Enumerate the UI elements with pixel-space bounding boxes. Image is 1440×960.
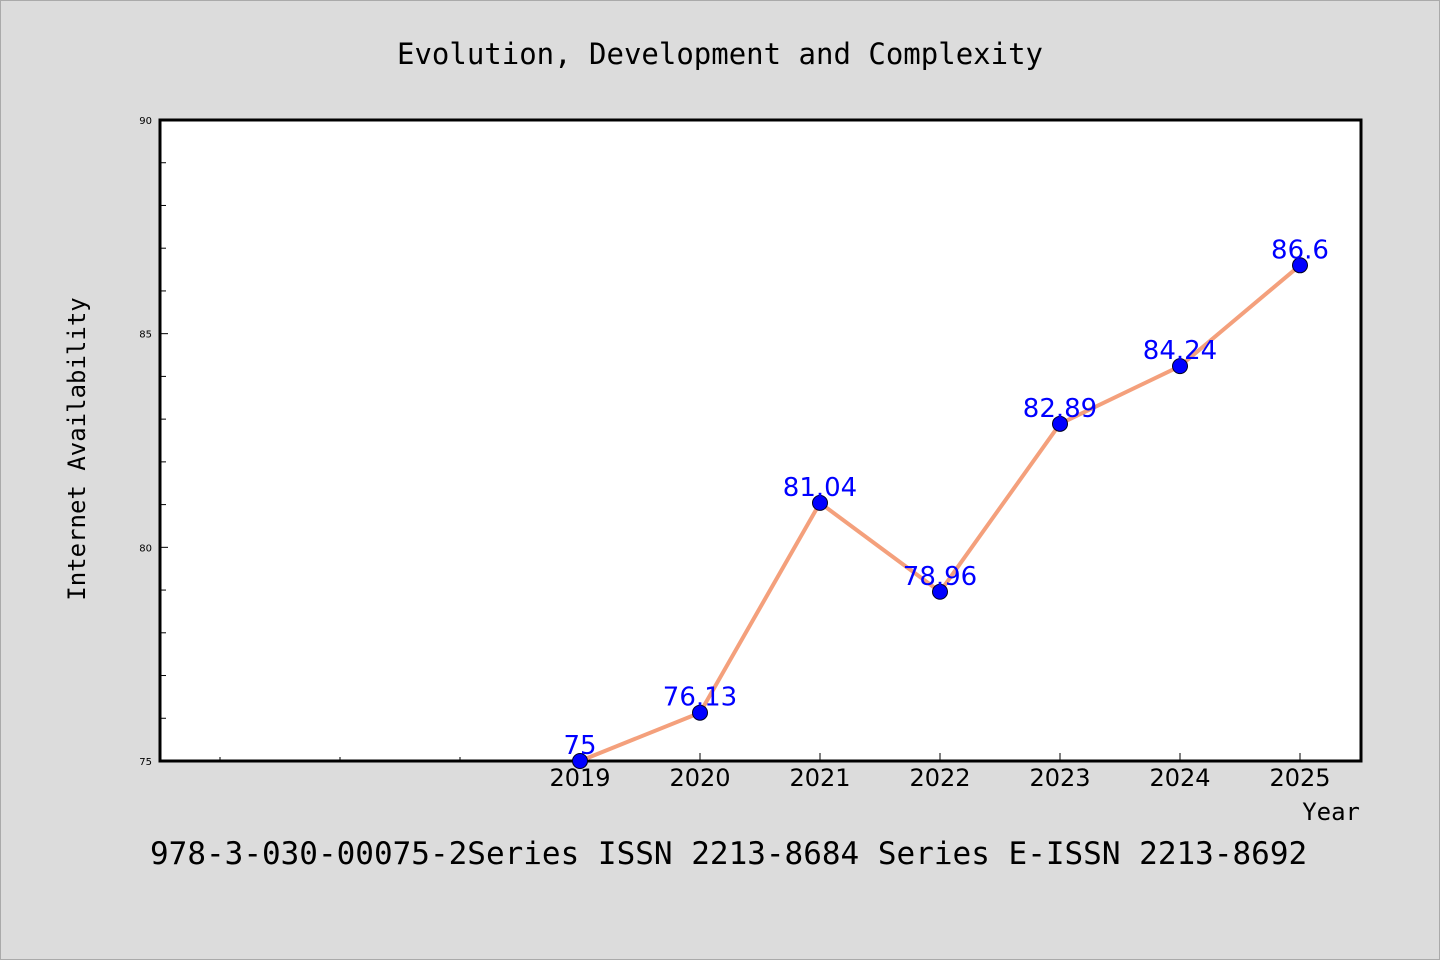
series-markers	[572, 257, 1308, 769]
y-tick-label: 90	[139, 116, 152, 127]
y-axis-ticks: 75 80 85 90	[139, 116, 168, 768]
data-point	[1292, 257, 1308, 274]
plot-area	[158, 118, 1363, 763]
series-data-labels: 75 76.13 81.04 78.96 82.89 84.24 86.6	[563, 235, 1328, 761]
data-label: 78.96	[903, 562, 977, 592]
data-label: 84.24	[1143, 336, 1217, 366]
data-point	[932, 583, 948, 600]
data-label: 81.04	[783, 473, 857, 503]
x-tick-label: 2022	[909, 764, 970, 792]
chart-title: Evolution, Development and Complexity	[397, 37, 1043, 71]
data-label: 76.13	[663, 683, 737, 713]
x-tick-label: 2023	[1029, 764, 1090, 792]
data-label: 82.89	[1023, 394, 1097, 424]
data-point	[1052, 415, 1068, 432]
x-axis-label: Year	[1302, 798, 1360, 826]
y-tick-label: 80	[139, 543, 152, 554]
data-point	[692, 704, 708, 721]
y-tick-label: 85	[139, 330, 152, 341]
data-point	[812, 494, 828, 511]
y-axis-label: Internet Availability	[63, 297, 91, 600]
data-label: 86.6	[1271, 235, 1329, 265]
y-tick-label: 75	[139, 757, 152, 768]
x-tick-label: 2025	[1269, 764, 1330, 792]
x-axis-ticks: 2019 2020 2021 2022 2023 2024 2025	[219, 753, 1331, 792]
data-point	[572, 753, 588, 769]
data-point	[1172, 358, 1188, 375]
data-label: 75	[563, 731, 596, 761]
x-tick-label: 2020	[669, 764, 730, 792]
x-tick-label: 2024	[1149, 764, 1210, 792]
x-tick-label: 2021	[789, 764, 850, 792]
footer-text: 978-3-030-00075-2Series ISSN 2213-8684 S…	[150, 836, 1307, 872]
